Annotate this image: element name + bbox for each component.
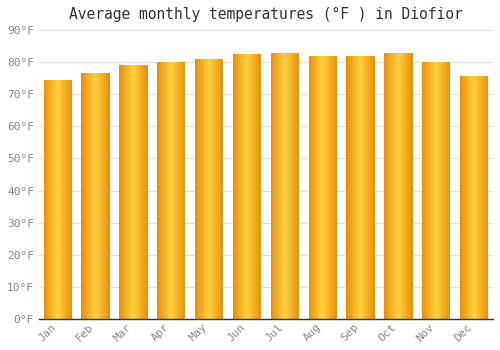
Title: Average monthly temperatures (°F ) in Diofior: Average monthly temperatures (°F ) in Di… [69, 7, 463, 22]
